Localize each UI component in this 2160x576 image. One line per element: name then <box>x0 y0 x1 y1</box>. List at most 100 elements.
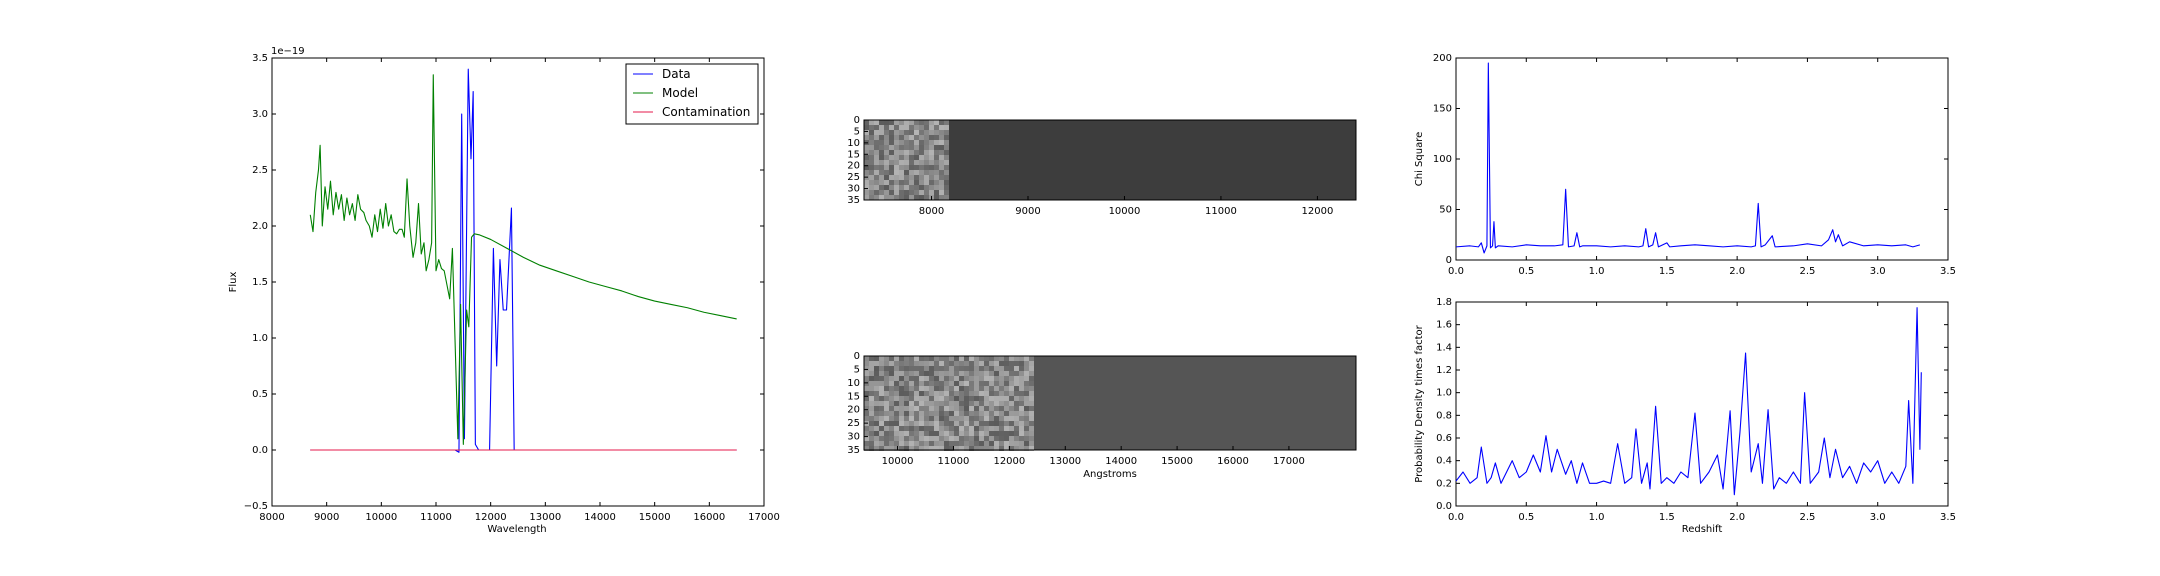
image-pixel <box>889 170 894 175</box>
image-pixel <box>919 180 924 185</box>
image-pixel <box>884 140 889 145</box>
y-tick-label: 3.0 <box>252 109 268 120</box>
image-pixel <box>879 386 884 391</box>
image-pixel <box>919 406 924 411</box>
image-pixel <box>1019 391 1024 396</box>
image-pixel <box>864 361 869 366</box>
image-pixel <box>874 165 879 170</box>
image-pixel <box>994 436 999 441</box>
image-pixel <box>899 140 904 145</box>
image-pixel <box>999 376 1004 381</box>
image-pixel <box>919 356 924 361</box>
image-pixel <box>1024 441 1029 446</box>
image-pixel <box>904 381 909 386</box>
image-pixel <box>939 426 944 431</box>
image-pixel <box>1019 406 1024 411</box>
image-pixel <box>999 431 1004 436</box>
image-pixel <box>1029 371 1034 376</box>
x-tick-labels: 0.0 0.5 1.0 1.5 2.0 2.5 3.0 3.5 <box>1448 302 1956 523</box>
image-pixel <box>939 180 944 185</box>
image-pixel <box>1004 366 1009 371</box>
image-pixel <box>874 180 879 185</box>
image-pixel <box>959 416 964 421</box>
image-pixel <box>914 135 919 140</box>
y-tick-label: 2.5 <box>252 165 268 176</box>
x-tick-label: 10000 <box>1109 206 1141 217</box>
y-tick-label: 0.0 <box>252 445 268 456</box>
image-pixel <box>954 416 959 421</box>
image-pixel <box>889 130 894 135</box>
image-pixel <box>1024 406 1029 411</box>
x-tick-labels: 0.0 0.5 1.0 1.5 2.0 2.5 3.0 3.5 <box>1448 58 1956 277</box>
image-pixel <box>939 386 944 391</box>
image-pixel <box>894 391 899 396</box>
image-pixel <box>909 180 914 185</box>
image-pixel <box>964 441 969 446</box>
image-pixel <box>904 446 909 451</box>
image-pixel <box>884 386 889 391</box>
image-pixel <box>974 446 979 451</box>
y-tick-label: 1.0 <box>1436 388 1452 399</box>
image-pixel <box>894 386 899 391</box>
image-pixel <box>939 125 944 130</box>
image-pixel <box>894 446 899 451</box>
image-pixel <box>929 180 934 185</box>
image-pixel <box>984 411 989 416</box>
image-pixel <box>989 421 994 426</box>
image-pixel <box>924 155 929 160</box>
image-pixel <box>934 150 939 155</box>
image-pixel <box>889 446 894 451</box>
image-pixel <box>1014 356 1019 361</box>
image-pixel <box>959 431 964 436</box>
image-pixel <box>914 150 919 155</box>
image-pixel <box>969 401 974 406</box>
image-pixel <box>964 391 969 396</box>
image-pixel <box>899 180 904 185</box>
y-tick-label: 1.2 <box>1436 365 1452 376</box>
image-pixel <box>1019 361 1024 366</box>
image-pixel <box>974 361 979 366</box>
image-pixel <box>909 185 914 190</box>
image-pixel <box>1029 381 1034 386</box>
y-tick-label: 0 <box>1446 255 1452 266</box>
image-pixel <box>974 416 979 421</box>
image-pixel <box>1014 431 1019 436</box>
image-pixel <box>869 195 874 200</box>
image-pixel <box>889 180 894 185</box>
y-tick-label: 0.6 <box>1436 433 1452 444</box>
image-pixel <box>934 446 939 451</box>
image-pixel <box>864 150 869 155</box>
image-pixel <box>889 120 894 125</box>
image-pixel <box>884 170 889 175</box>
image-pixel <box>909 165 914 170</box>
image-pixel <box>914 381 919 386</box>
image-pixel <box>879 155 884 160</box>
image-pixel <box>894 401 899 406</box>
image-pixel <box>884 120 889 125</box>
image-pixel <box>1009 411 1014 416</box>
image-pixel <box>969 406 974 411</box>
image-pixel <box>899 411 904 416</box>
image-pixel <box>989 441 994 446</box>
image-pixel <box>874 391 879 396</box>
x-tick-labels: 8000 9000 10000 11000 12000 <box>919 196 1333 217</box>
image-pixel <box>1024 436 1029 441</box>
image-pixel <box>929 391 934 396</box>
image-pixel <box>879 150 884 155</box>
image-pixel <box>1029 431 1034 436</box>
image-pixel <box>944 356 949 361</box>
image-pixel <box>944 416 949 421</box>
image-pixel <box>954 371 959 376</box>
image-pixel <box>909 431 914 436</box>
image-pixel <box>954 431 959 436</box>
image-pixel <box>934 135 939 140</box>
image-pixel <box>949 406 954 411</box>
image-pixel <box>884 436 889 441</box>
image-pixel <box>894 195 899 200</box>
image-pixel <box>884 190 889 195</box>
image-pixel <box>864 165 869 170</box>
image-pixel <box>939 361 944 366</box>
image-pixel <box>929 356 934 361</box>
y-tick-label: 0 <box>854 115 860 126</box>
image-pixel <box>954 366 959 371</box>
